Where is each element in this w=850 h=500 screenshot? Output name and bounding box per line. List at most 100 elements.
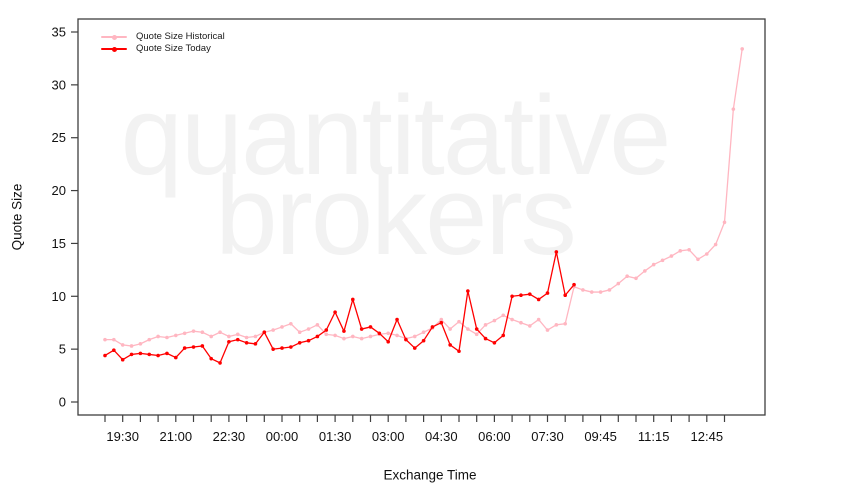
historical-series-point [607, 288, 612, 292]
today-series-point [412, 346, 417, 350]
y-tick-label: 30 [52, 77, 66, 92]
today-series-point [501, 333, 506, 338]
historical-series-point [643, 269, 647, 273]
legend-item-today: Quote Size Today [101, 43, 225, 55]
historical-series-point [713, 242, 718, 247]
historical-series-point [660, 258, 665, 263]
historical-series-point [731, 107, 736, 111]
today-series-point [315, 334, 320, 339]
historical-series-point [563, 321, 567, 326]
today-series-point [386, 339, 391, 344]
historical-series-point [634, 276, 638, 281]
historical-series-point [448, 327, 452, 331]
historical-series-point [271, 328, 275, 332]
historical-series-point [669, 254, 674, 258]
historical-series-point [351, 334, 355, 339]
historical-series-point [528, 324, 532, 328]
today-series-point [324, 328, 329, 332]
historical-series-point [510, 317, 514, 322]
y-tick-label: 0 [59, 395, 66, 410]
historical-series-point [581, 288, 585, 292]
historical-series-point [483, 323, 488, 327]
today-series-point [271, 347, 275, 351]
legend-item-historical: Quote Size Historical [101, 31, 225, 43]
x-tick-label: 12:45 [691, 429, 724, 444]
today-series-point [112, 348, 116, 353]
x-tick-label: 19:30 [106, 429, 139, 444]
today-series-point [297, 341, 302, 345]
historical-series-point [616, 281, 621, 286]
today-series-point [129, 352, 134, 357]
today-series-point [439, 320, 444, 325]
historical-series-point [103, 337, 107, 342]
today-series-point [191, 345, 196, 349]
x-tick-label: 07:30 [531, 429, 564, 444]
historical-series-point [191, 329, 196, 333]
today-legend-dot-icon [112, 46, 117, 52]
historical-series-point [598, 290, 603, 294]
x-tick-label: 00:00 [266, 429, 299, 444]
today-series-point [404, 337, 408, 342]
historical-series-point [625, 274, 629, 279]
x-tick-label: 04:30 [425, 429, 458, 444]
historical-series-point [129, 344, 134, 348]
today-series-point [359, 327, 364, 331]
today-series-point [120, 357, 125, 362]
today-series-point [421, 338, 426, 343]
today-series-point [244, 341, 249, 345]
today-series-point [333, 310, 337, 314]
today-series-point [103, 353, 107, 358]
historical-series-point [297, 330, 302, 335]
historical-series-point [324, 332, 329, 337]
today-series-point [138, 351, 143, 356]
y-tick-label: 25 [52, 130, 66, 145]
y-tick-label: 10 [52, 289, 66, 304]
today-series-point [209, 356, 213, 361]
y-tick-label: 20 [52, 183, 66, 198]
historical-series-point [705, 252, 709, 256]
today-series-line [104, 251, 575, 364]
historical-legend-dot-icon [112, 34, 117, 40]
legend-label-historical: Quote Size Historical [136, 31, 225, 42]
historical-series-point [227, 334, 231, 339]
historical-series-point [421, 330, 426, 335]
today-series-point [218, 361, 222, 365]
today-series-point [430, 325, 435, 329]
today-series-point [182, 346, 187, 350]
y-axis-title: Quote Size [9, 183, 25, 251]
historical-series-point [536, 317, 541, 322]
today-series-point [554, 250, 559, 254]
today-series-point [280, 346, 284, 350]
historical-series-point [501, 313, 506, 318]
x-tick-label: 11:15 [638, 429, 670, 444]
today-series-point [572, 282, 576, 287]
historical-series-point [280, 325, 284, 329]
x-tick-label: 03:00 [372, 429, 405, 444]
y-tick-label: 5 [59, 342, 66, 357]
x-tick-label: 21:00 [160, 429, 193, 444]
historical-series-point [315, 323, 320, 327]
historical-series-point [678, 249, 683, 253]
historical-series-point [359, 336, 364, 341]
historical-series-point [386, 331, 391, 336]
historical-series-point [457, 319, 461, 324]
today-series-point [165, 351, 169, 356]
today-series-point [289, 345, 293, 349]
x-tick-label: 01:30 [319, 429, 352, 444]
historical-series-point [306, 327, 311, 331]
today-series-point [395, 317, 399, 322]
historical-series-point [112, 337, 116, 342]
today-legend-marker-icon [101, 46, 127, 52]
historical-series-point [156, 334, 160, 339]
today-series-point [536, 297, 541, 302]
today-series-point [457, 349, 461, 354]
today-series-point [262, 330, 267, 335]
historical-series-point [138, 342, 143, 346]
today-series-point [156, 353, 160, 358]
historical-series-point [651, 262, 656, 267]
historical-series-point [368, 334, 373, 339]
today-series-point [351, 297, 355, 302]
today-series-point [466, 289, 470, 293]
